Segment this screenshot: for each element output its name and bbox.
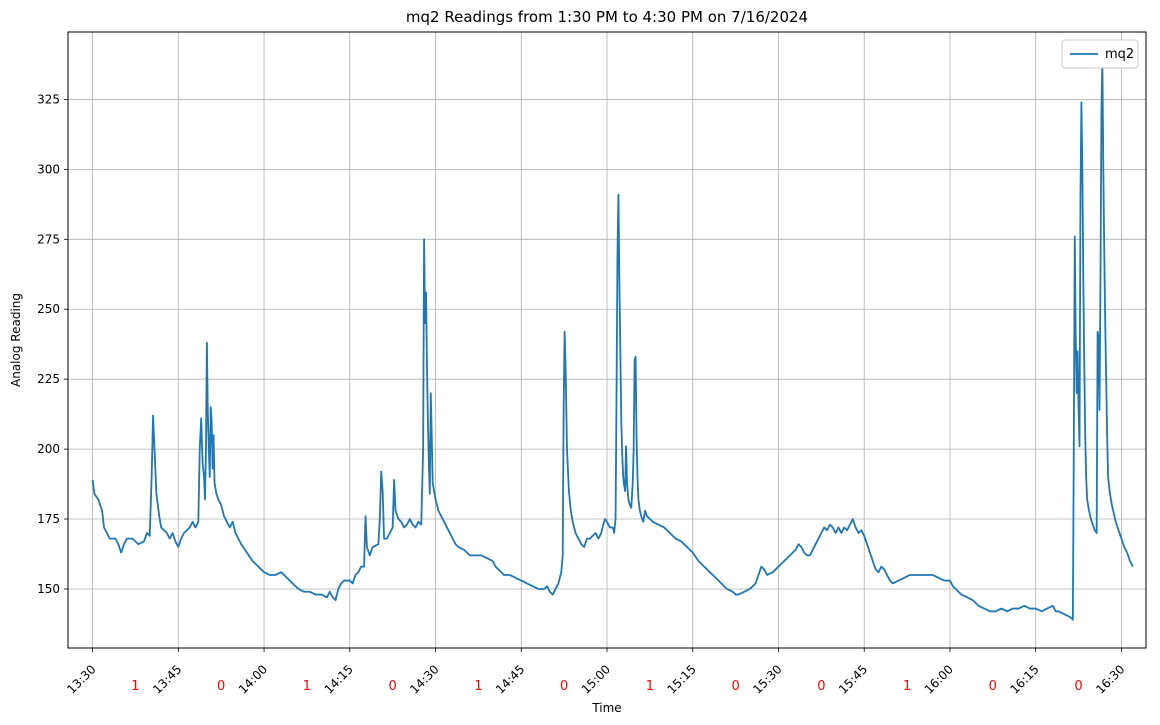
series-line-mq2	[91, 59, 1134, 621]
interval-flag-label: 0	[389, 679, 397, 694]
interval-flag-label: 1	[131, 679, 139, 694]
legend: mq2	[1061, 39, 1139, 69]
y-tick-label: 175	[37, 512, 60, 526]
legend-box	[1061, 39, 1139, 69]
interval-flag-label: 0	[989, 679, 997, 694]
series-layer	[91, 59, 1134, 621]
interval-flag-label: 1	[646, 679, 654, 694]
interval-flag-label: 0	[217, 679, 225, 694]
y-tick-label: 300	[37, 162, 60, 176]
interval-flag-label: 1	[303, 679, 311, 694]
interval-flag-label: 0	[817, 679, 825, 694]
interval-flag-label: 1	[474, 679, 482, 694]
chart-title: mq2 Readings from 1:30 PM to 4:30 PM on …	[406, 8, 808, 26]
interval-flags: 1 0 1 0 1 0 1 0 0 1 0 0	[131, 679, 1082, 694]
interval-flag-label: 0	[560, 679, 568, 694]
y-tick-label: 250	[37, 302, 60, 316]
interval-flag-label: 1	[903, 679, 911, 694]
y-axis: 150 175 200 225 250 275 300 325	[37, 92, 68, 596]
y-tick-label: 325	[37, 92, 60, 106]
grid	[68, 32, 1146, 648]
y-axis-label: Analog Reading	[9, 293, 23, 387]
y-tick-label: 275	[37, 232, 60, 246]
x-axis-label: Time	[591, 701, 621, 715]
interval-flag-label: 0	[1074, 679, 1082, 694]
y-tick-label: 200	[37, 442, 60, 456]
legend-label-mq2: mq2	[1105, 47, 1134, 62]
y-tick-label: 150	[37, 582, 60, 596]
interval-flag-label: 0	[731, 679, 739, 694]
y-tick-label: 225	[37, 372, 60, 386]
